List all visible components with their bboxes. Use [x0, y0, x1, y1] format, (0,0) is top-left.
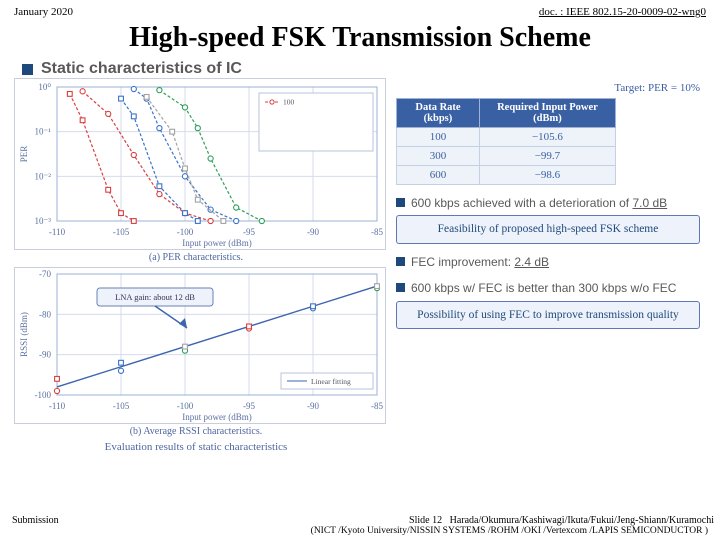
- charts-column: -110 -105 -100 -95 -90 -85 10⁰ 10⁻¹ 10⁻² 10⁻³ Inpu…: [6, 78, 386, 453]
- th-req-power: Required Input Power (dBm): [479, 99, 615, 128]
- svg-text:PER: PER: [19, 146, 29, 163]
- date-label: January 2020: [14, 6, 73, 18]
- svg-text:Input power (dBm): Input power (dBm): [182, 412, 252, 422]
- svg-text:-100: -100: [177, 227, 194, 237]
- subtitle-row: Static characteristics of IC: [22, 60, 720, 78]
- svg-text:RSSI (dBm): RSSI (dBm): [19, 312, 29, 357]
- per-caption: (a) PER characteristics.: [6, 252, 386, 263]
- page-title: High-speed FSK Transmission Scheme: [0, 22, 720, 54]
- svg-text:10⁻¹: 10⁻¹: [35, 127, 52, 137]
- svg-text:10⁰: 10⁰: [38, 82, 51, 92]
- doc-id: doc. : IEEE 802.15-20-0009-02-wng0: [539, 6, 706, 18]
- cell: 300: [397, 147, 480, 166]
- target-text: Target: PER = 10%: [396, 82, 700, 94]
- svg-text:-80: -80: [39, 309, 51, 319]
- txt: 7.0 dB: [632, 196, 667, 210]
- slide-number: Slide 12: [409, 515, 442, 526]
- rssi-caption: (b) Average RSSI characteristics.: [6, 426, 386, 437]
- per-chart: -110 -105 -100 -95 -90 -85 10⁰ 10⁻¹ 10⁻² 10⁻³ Inpu…: [14, 78, 386, 250]
- orgs: (NICT /Kyoto University/NISSIN SYSTEMS /…: [6, 526, 714, 536]
- cell: −98.6: [479, 166, 615, 185]
- svg-text:10⁻³: 10⁻³: [35, 216, 52, 226]
- svg-text:-105: -105: [113, 227, 130, 237]
- bullet-icon: [22, 64, 33, 75]
- svg-text:Input power (dBm): Input power (dBm): [182, 238, 252, 248]
- authors: Harada/Okumura/Kashiwagi/Ikuta/Fukui/Jen…: [450, 515, 714, 526]
- svg-text:-90: -90: [307, 227, 319, 237]
- svg-text:-70: -70: [39, 269, 51, 279]
- footer: Submission Slide 12 Harada/Okumura/Kashi…: [0, 515, 720, 536]
- txt: FEC improvement:: [411, 255, 514, 269]
- txt: 600 kbps achieved with a deterioration o…: [411, 196, 632, 210]
- svg-text:-100: -100: [177, 401, 194, 411]
- svg-text:-110: -110: [49, 401, 66, 411]
- th-data-rate: Data Rate (kbps): [397, 99, 480, 128]
- eval-caption: Evaluation results of static characteris…: [6, 441, 386, 453]
- cell: 100: [397, 128, 480, 147]
- callout-feasibility: Feasibility of proposed high-speed FSK s…: [396, 215, 700, 244]
- svg-text:-95: -95: [243, 401, 255, 411]
- svg-text:Linear fitting: Linear fitting: [311, 377, 351, 386]
- svg-text:-95: -95: [243, 227, 255, 237]
- submission-label: Submission: [12, 515, 59, 526]
- svg-text:-90: -90: [39, 350, 51, 360]
- bullet-achieved: 600 kbps achieved with a deterioration o…: [396, 195, 700, 211]
- right-column: Target: PER = 10% Data Rate (kbps) Requi…: [386, 78, 706, 453]
- svg-text:10⁻²: 10⁻²: [35, 171, 52, 181]
- bullet-fec-improve: FEC improvement: 2.4 dB: [396, 254, 700, 270]
- cell: 600: [397, 166, 480, 185]
- cell: −99.7: [479, 147, 615, 166]
- txt: 2.4 dB: [514, 255, 549, 269]
- txt: 600 kbps w/ FEC is better than 300 kbps …: [411, 280, 676, 296]
- bullet-icon: [396, 257, 405, 266]
- requirement-table: Data Rate (kbps) Required Input Power (d…: [396, 98, 616, 185]
- svg-text:-105: -105: [113, 401, 130, 411]
- svg-text:-85: -85: [371, 401, 383, 411]
- callout-possibility: Possibility of using FEC to improve tran…: [396, 301, 700, 330]
- svg-text:100300600100300600: 100300600100300600: [283, 98, 295, 107]
- svg-text:-85: -85: [371, 227, 383, 237]
- svg-text:-110: -110: [49, 227, 66, 237]
- rssi-chart: -110 -105 -100 -95 -90 -85 -100 -90 -80 -70 LNA ga…: [14, 267, 386, 424]
- bullet-fec-better: 600 kbps w/ FEC is better than 300 kbps …: [396, 280, 700, 296]
- svg-text:-100: -100: [35, 390, 52, 400]
- subtitle-text: Static characteristics of IC: [41, 60, 242, 78]
- bullet-icon: [396, 198, 405, 207]
- bullet-icon: [396, 283, 405, 292]
- svg-text:-90: -90: [307, 401, 319, 411]
- svg-text:LNA gain: about 12 dB: LNA gain: about 12 dB: [115, 292, 195, 302]
- cell: −105.6: [479, 128, 615, 147]
